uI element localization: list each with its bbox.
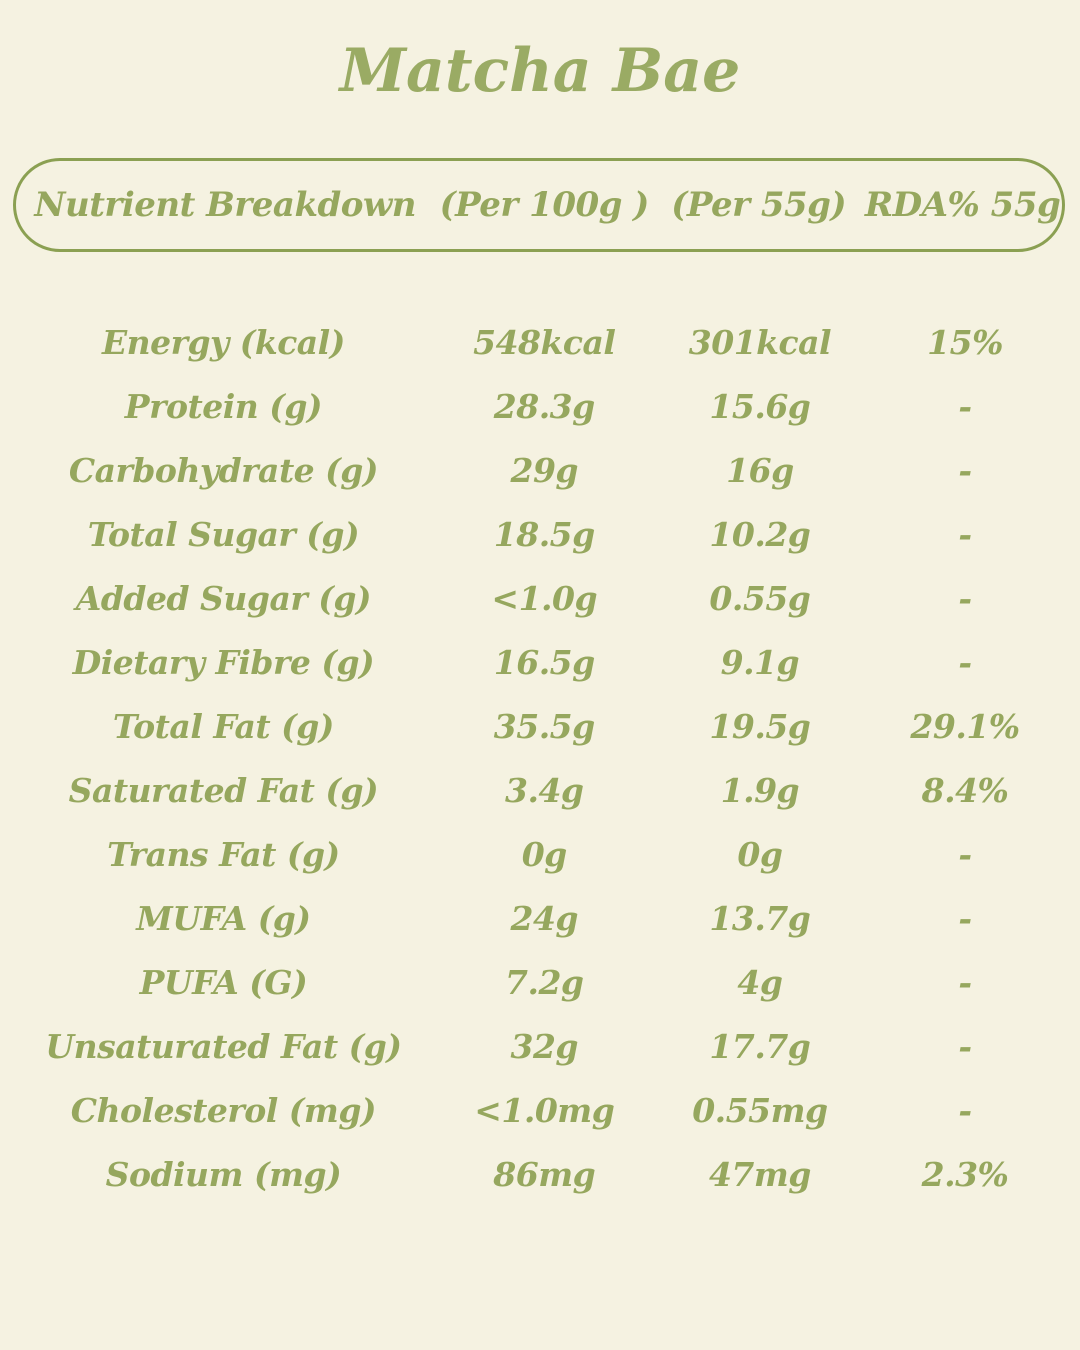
per-55g-value-cell: 17.7g [709, 1026, 811, 1066]
rda-percent-cell: - [958, 1090, 972, 1130]
nutrient-name-cell: Added Sugar (g) [75, 578, 372, 618]
table-row: Total Fat (g) 35.5g 19.5g 29.1% [0, 694, 1080, 758]
table-row: MUFA (g) 24g 13.7g - [0, 886, 1080, 950]
per-55g-value-cell: 0.55g [709, 578, 811, 618]
per-55g-value-cell: 9.1g [720, 642, 800, 682]
nutrient-name-cell: Total Sugar (g) [87, 514, 360, 554]
per-55g-value-cell: 10.2g [709, 514, 811, 554]
table-row: Saturated Fat (g) 3.4g 1.9g 8.4% [0, 758, 1080, 822]
per-100g-value-cell: 28.3g [493, 386, 595, 426]
per-55g-value-cell: 301kcal [688, 322, 832, 362]
nutrient-name-cell: Total Fat (g) [112, 706, 334, 746]
table-row: Unsaturated Fat (g) 32g 17.7g - [0, 1014, 1080, 1078]
table-row: Dietary Fibre (g) 16.5g 9.1g - [0, 630, 1080, 694]
table-header-box: Nutrient Breakdown (Per 100g ) (Per 55g)… [13, 158, 1065, 252]
rda-percent-cell: - [958, 514, 972, 554]
rda-percent-cell: 2.3% [921, 1154, 1009, 1194]
nutrient-name-cell: PUFA (G) [139, 962, 308, 1002]
table-row: PUFA (G) 7.2g 4g - [0, 950, 1080, 1014]
per-100g-value-cell: <1.0mg [474, 1090, 615, 1130]
table-row: Energy (kcal) 548kcal 301kcal 15% [0, 310, 1080, 374]
nutrient-name-cell: Trans Fat (g) [107, 834, 340, 874]
header-per-100g: (Per 100g ) [439, 185, 650, 225]
nutrient-name-cell: Saturated Fat (g) [68, 770, 379, 810]
per-55g-value-cell: 15.6g [709, 386, 811, 426]
table-row: Sodium (mg) 86mg 47mg 2.3% [0, 1142, 1080, 1206]
per-55g-value-cell: 0.55mg [692, 1090, 828, 1130]
table-row: Added Sugar (g) <1.0g 0.55g - [0, 566, 1080, 630]
nutrient-name-cell: MUFA (g) [136, 898, 311, 938]
per-55g-value-cell: 47mg [708, 1154, 811, 1194]
rda-percent-cell: - [958, 962, 972, 1002]
per-55g-value-cell: 4g [737, 962, 783, 1002]
per-100g-value-cell: 86mg [493, 1154, 596, 1194]
rda-percent-cell: - [958, 1026, 972, 1066]
nutrient-name-cell: Carbohydrate (g) [68, 450, 379, 490]
rda-percent-cell: 8.4% [921, 770, 1009, 810]
nutrient-name-cell: Sodium (mg) [105, 1154, 342, 1194]
table-row: Protein (g) 28.3g 15.6g - [0, 374, 1080, 438]
header-rda-percent: RDA% 55g [864, 185, 1061, 225]
nutrient-name-cell: Protein (g) [124, 386, 323, 426]
per-100g-value-cell: 29g [510, 450, 579, 490]
per-100g-value-cell: 3.4g [505, 770, 584, 810]
per-55g-value-cell: 16g [726, 450, 794, 490]
table-row: Carbohydrate (g) 29g 16g - [0, 438, 1080, 502]
rda-percent-cell: - [958, 578, 972, 618]
per-100g-value-cell: 32g [510, 1026, 579, 1066]
per-55g-value-cell: 13.7g [709, 898, 811, 938]
nutrient-name-cell: Unsaturated Fat (g) [45, 1026, 402, 1066]
rda-percent-cell: - [958, 834, 972, 874]
per-100g-value-cell: <1.0g [491, 578, 598, 618]
per-55g-value-cell: 0g [737, 834, 783, 874]
header-nutrient-breakdown: Nutrient Breakdown [34, 185, 416, 225]
nutrient-name-cell: Energy (kcal) [101, 322, 345, 362]
rda-percent-cell: - [958, 386, 972, 426]
per-100g-value-cell: 18.5g [493, 514, 595, 554]
table-row: Total Sugar (g) 18.5g 10.2g - [0, 502, 1080, 566]
per-55g-value-cell: 19.5g [709, 706, 811, 746]
table-row: Cholesterol (mg) <1.0mg 0.55mg - [0, 1078, 1080, 1142]
page-title: Matcha Bae [339, 36, 741, 106]
rda-percent-cell: - [958, 450, 972, 490]
rda-percent-cell: 29.1% [910, 706, 1020, 746]
nutrient-name-cell: Dietary Fibre (g) [72, 642, 375, 682]
table-row: Trans Fat (g) 0g 0g - [0, 822, 1080, 886]
per-100g-value-cell: 24g [510, 898, 579, 938]
per-100g-value-cell: 7.2g [505, 962, 584, 1002]
nutrient-name-cell: Cholesterol (mg) [70, 1090, 377, 1130]
per-100g-value-cell: 16.5g [493, 642, 595, 682]
per-100g-value-cell: 0g [521, 834, 568, 874]
header-per-55g: (Per 55g) [671, 185, 847, 225]
nutrition-table: Energy (kcal) 548kcal 301kcal 15% Protein (g… [0, 310, 1080, 1206]
per-55g-value-cell: 1.9g [720, 770, 800, 810]
per-100g-value-cell: 35.5g [493, 706, 595, 746]
per-100g-value-cell: 548kcal [473, 322, 616, 362]
rda-percent-cell: 15% [927, 322, 1003, 362]
rda-percent-cell: - [958, 898, 972, 938]
rda-percent-cell: - [958, 642, 972, 682]
